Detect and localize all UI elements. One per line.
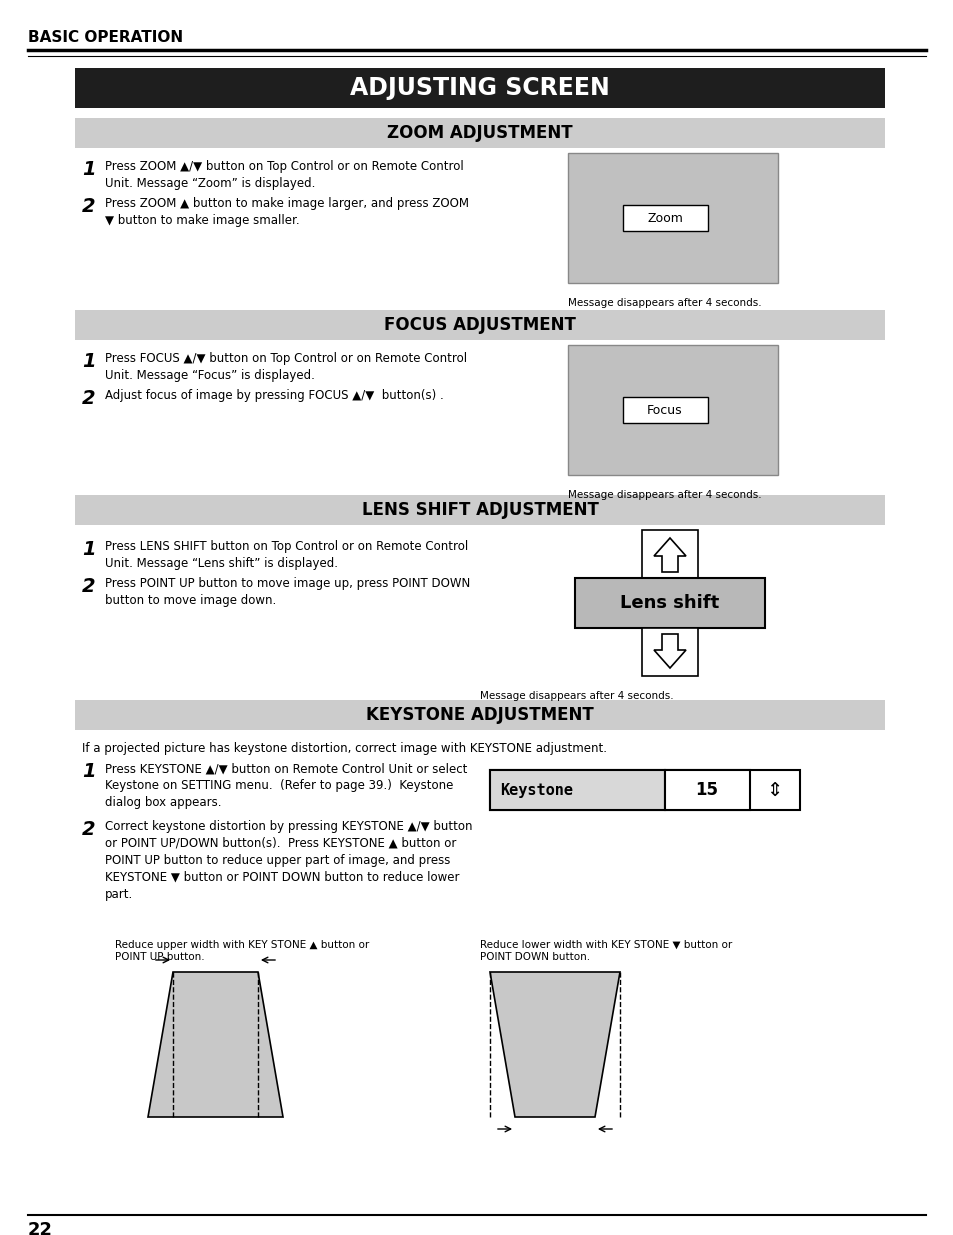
Text: Reduce upper width with KEY STONE ▲ button or
POINT UP button.: Reduce upper width with KEY STONE ▲ butt… xyxy=(115,940,369,962)
Text: LENS SHIFT ADJUSTMENT: LENS SHIFT ADJUSTMENT xyxy=(361,501,598,519)
Bar xyxy=(490,769,664,810)
Text: 1: 1 xyxy=(82,540,95,559)
Text: Message disappears after 4 seconds.: Message disappears after 4 seconds. xyxy=(479,692,673,701)
Text: If a projected picture has keystone distortion, correct image with KEYSTONE adju: If a projected picture has keystone dist… xyxy=(82,742,606,755)
Bar xyxy=(641,530,698,578)
Text: Zoom: Zoom xyxy=(646,211,682,225)
Text: Press ZOOM ▲/▼ button on Top Control or on Remote Control
Unit. Message “Zoom” i: Press ZOOM ▲/▼ button on Top Control or … xyxy=(105,161,463,190)
Text: 15: 15 xyxy=(695,781,718,799)
Text: Lens shift: Lens shift xyxy=(619,594,719,613)
Text: Adjust focus of image by pressing FOCUS ▲/▼  button(s) .: Adjust focus of image by pressing FOCUS … xyxy=(105,389,443,403)
Bar xyxy=(490,769,664,810)
Text: 1: 1 xyxy=(82,161,95,179)
Text: Press LENS SHIFT button on Top Control or on Remote Control
Unit. Message “Lens : Press LENS SHIFT button on Top Control o… xyxy=(105,540,468,571)
Text: Press FOCUS ▲/▼ button on Top Control or on Remote Control
Unit. Message “Focus”: Press FOCUS ▲/▼ button on Top Control or… xyxy=(105,352,467,382)
Text: 2: 2 xyxy=(82,577,95,597)
Bar xyxy=(575,578,764,629)
Text: KEYSTONE ADJUSTMENT: KEYSTONE ADJUSTMENT xyxy=(366,706,594,724)
Bar xyxy=(622,396,707,424)
Bar xyxy=(75,68,884,107)
Bar xyxy=(490,769,800,810)
Bar xyxy=(567,345,778,475)
Bar xyxy=(575,578,764,629)
Polygon shape xyxy=(654,538,685,572)
Polygon shape xyxy=(148,972,283,1116)
Text: 2: 2 xyxy=(82,820,95,839)
Text: Reduce lower width with KEY STONE ▼ button or
POINT DOWN button.: Reduce lower width with KEY STONE ▼ butt… xyxy=(479,940,732,962)
Bar xyxy=(75,700,884,730)
Text: Correct keystone distortion by pressing KEYSTONE ▲/▼ button
or POINT UP/DOWN but: Correct keystone distortion by pressing … xyxy=(105,820,472,902)
Text: 1: 1 xyxy=(82,352,95,370)
Polygon shape xyxy=(490,972,619,1116)
Polygon shape xyxy=(654,634,685,668)
Text: Press POINT UP button to move image up, press POINT DOWN
button to move image do: Press POINT UP button to move image up, … xyxy=(105,577,470,606)
Text: Keystone: Keystone xyxy=(499,783,573,798)
Bar xyxy=(567,153,778,283)
Text: 2: 2 xyxy=(82,389,95,408)
Bar xyxy=(567,153,778,283)
Text: 22: 22 xyxy=(28,1221,53,1235)
Text: Press KEYSTONE ▲/▼ button on Remote Control Unit or select
Keystone on SETTING m: Press KEYSTONE ▲/▼ button on Remote Cont… xyxy=(105,762,467,809)
Text: BASIC OPERATION: BASIC OPERATION xyxy=(28,31,183,46)
Text: Press ZOOM ▲ button to make image larger, and press ZOOM
▼ button to make image : Press ZOOM ▲ button to make image larger… xyxy=(105,198,469,227)
Text: FOCUS ADJUSTMENT: FOCUS ADJUSTMENT xyxy=(384,316,576,333)
Bar xyxy=(567,345,778,475)
Bar xyxy=(75,119,884,148)
Text: Message disappears after 4 seconds.: Message disappears after 4 seconds. xyxy=(567,490,760,500)
Bar xyxy=(75,495,884,525)
Bar xyxy=(641,629,698,676)
Bar xyxy=(622,205,707,231)
Text: ADJUSTING SCREEN: ADJUSTING SCREEN xyxy=(350,77,609,100)
Bar xyxy=(75,310,884,340)
Text: 1: 1 xyxy=(82,762,95,781)
Text: ⇕: ⇕ xyxy=(765,781,781,799)
Text: 2: 2 xyxy=(82,198,95,216)
Text: ZOOM ADJUSTMENT: ZOOM ADJUSTMENT xyxy=(387,124,572,142)
Text: Message disappears after 4 seconds.: Message disappears after 4 seconds. xyxy=(567,298,760,308)
Bar xyxy=(664,769,749,810)
Text: Focus: Focus xyxy=(646,404,682,416)
